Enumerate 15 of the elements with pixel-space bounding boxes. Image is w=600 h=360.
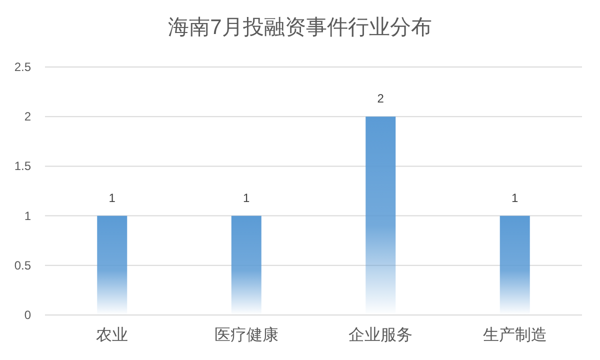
y-tick-label: 2.5 (14, 60, 32, 74)
x-tick-label: 医疗健康 (214, 326, 278, 344)
x-tick-label: 农业 (96, 326, 128, 344)
x-tick-label: 生产制造 (482, 326, 547, 344)
data-label: 1 (243, 190, 250, 205)
data-label: 1 (108, 190, 116, 205)
y-tick-label: 0 (24, 308, 32, 322)
chart-title: 海南7月投融资事件行业分布 (168, 16, 432, 39)
y-tick-label: 2 (24, 110, 32, 124)
data-label: 1 (512, 190, 519, 205)
y-tick-label: 0.5 (14, 258, 32, 272)
data-label: 2 (377, 92, 384, 106)
x-tick-label: 企业服务 (348, 326, 413, 344)
y-tick-label: 1.5 (14, 159, 32, 174)
y-tick-label: 1 (24, 208, 32, 223)
